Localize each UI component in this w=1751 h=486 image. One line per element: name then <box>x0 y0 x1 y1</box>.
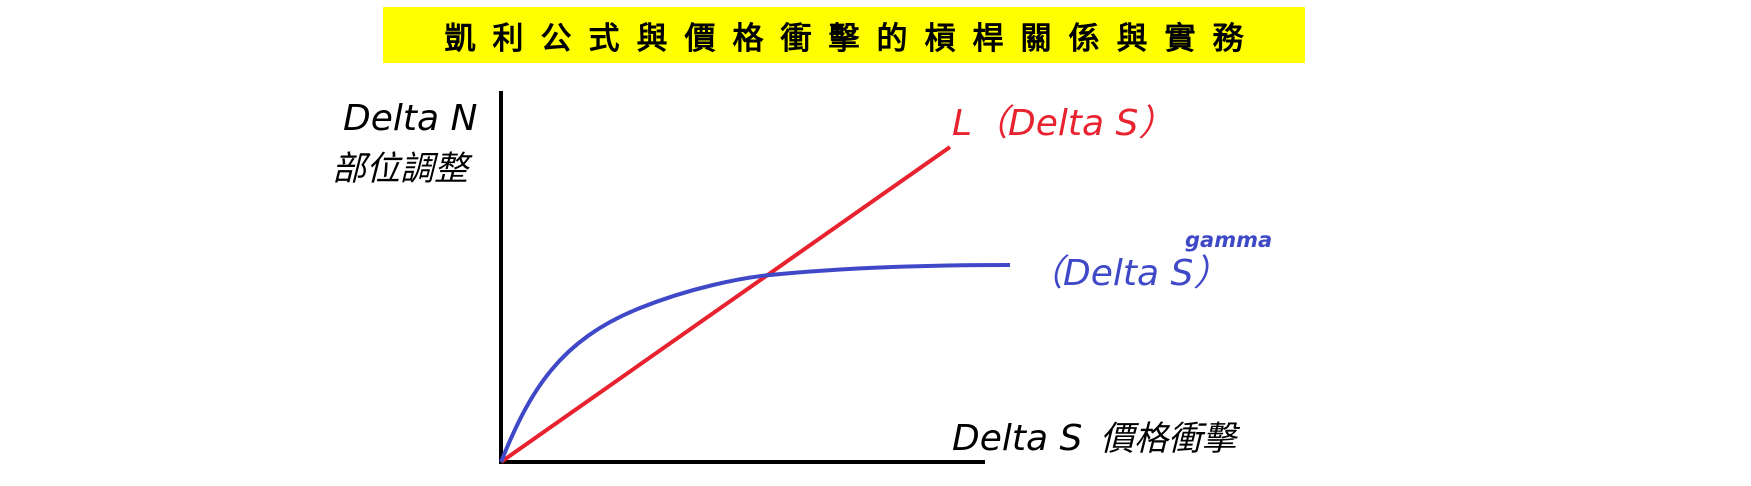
gamma-curve <box>499 263 1011 463</box>
gamma-exponent-label: gamma <box>1185 228 1272 252</box>
gamma-curve-label: （Delta S） <box>1027 253 1229 294</box>
x-axis-label-cn: 價格衝擊 <box>1100 419 1241 459</box>
title-banner: 凱利公式與價格衝擊的槓桿關係與實務 <box>383 7 1305 63</box>
y-axis-label: Delta N <box>343 98 477 139</box>
y-axis-label-cn: 部位調整 <box>332 149 473 189</box>
linear-curve <box>499 145 952 464</box>
x-axis-label: Delta S <box>952 418 1082 459</box>
linear-curve-label: L（Delta S） <box>952 103 1174 144</box>
diagram-title: 凱利公式與價格衝擊的槓桿關係與實務 <box>444 20 1261 57</box>
